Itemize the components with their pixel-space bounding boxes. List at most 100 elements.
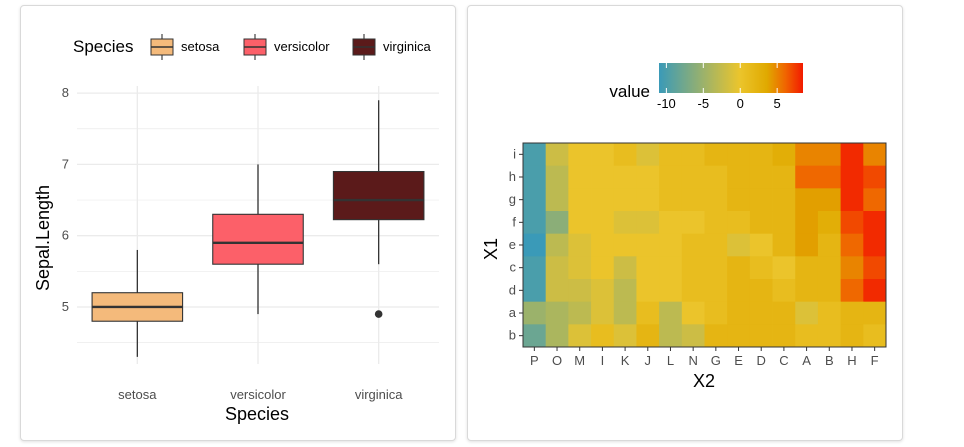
heatmap-cell xyxy=(840,165,864,189)
y-tick-label: e xyxy=(509,237,516,252)
heatmap-cell xyxy=(749,211,773,235)
heatmap-cell xyxy=(568,165,592,189)
heatmap-cell xyxy=(613,279,637,303)
heatmap-cell xyxy=(681,188,705,212)
heatmap-cell xyxy=(772,324,796,348)
box-versicolor xyxy=(212,213,304,265)
heatmap-cell xyxy=(840,301,864,325)
heatmap-cell xyxy=(545,211,569,235)
heatmap-cell xyxy=(704,188,728,212)
heatmap-cell xyxy=(591,188,615,212)
heatmap-cell xyxy=(523,165,547,189)
heatmap-cell xyxy=(863,211,887,235)
heatmap-cell xyxy=(568,188,592,212)
heatmap-cell xyxy=(795,188,819,212)
heatmap-cell xyxy=(840,188,864,212)
heatmap-cell xyxy=(591,324,615,348)
heatmap-cell xyxy=(749,188,773,212)
x-tick-label: P xyxy=(530,353,539,368)
y-axis-title: X1 xyxy=(481,238,501,260)
y-tick-label: h xyxy=(509,169,516,184)
heatmap-cell xyxy=(659,165,683,189)
heatmap-cell xyxy=(591,279,615,303)
box-virginica xyxy=(332,170,425,221)
heatmap-cell xyxy=(817,324,842,348)
x-tick-label: G xyxy=(711,353,721,368)
heatmap-cell xyxy=(795,324,819,348)
y-tick-label: b xyxy=(509,328,516,343)
heatmap-cell xyxy=(795,256,819,280)
heatmap-cell xyxy=(659,143,683,167)
heatmap-cell xyxy=(863,233,887,257)
heatmap-cell xyxy=(591,301,615,325)
heatmap-cell xyxy=(840,279,864,303)
heatmap-cell xyxy=(545,279,569,303)
heatmap-cell xyxy=(795,165,819,189)
heatmap-cell xyxy=(568,279,592,303)
heatmap-cell xyxy=(749,233,773,257)
heatmap-cell xyxy=(704,301,728,325)
heatmap-cell xyxy=(795,301,819,325)
heatmap-cell xyxy=(681,211,705,235)
boxplot-panel: 5 6 7 8 setosa versicolor virginica Species set… xyxy=(20,5,456,441)
heatmap-cell xyxy=(840,233,864,257)
heatmap-cell xyxy=(659,324,683,348)
heatmap-cell xyxy=(681,143,705,167)
heatmap-cell xyxy=(636,233,660,257)
heatmap-cell xyxy=(613,301,637,325)
heatmap-cell xyxy=(772,211,796,235)
heatmap-cell xyxy=(749,143,773,167)
heatmap-cell xyxy=(817,301,842,325)
x-tick-label: H xyxy=(847,353,856,368)
heatmap-cell xyxy=(840,143,864,167)
y-tick-label: d xyxy=(509,282,516,297)
heatmap-cell xyxy=(772,188,796,212)
heatmap-cell xyxy=(636,279,660,303)
heatmap-cell xyxy=(704,324,728,348)
x-tick-label: I xyxy=(601,353,605,368)
x-tick-label: versicolor xyxy=(230,387,286,402)
heatmap-cell xyxy=(591,233,615,257)
heatmap-cell xyxy=(545,143,569,167)
heatmap-cell xyxy=(636,165,660,189)
heatmap-cell xyxy=(545,324,569,348)
heatmap-cell xyxy=(704,279,728,303)
heatmap-cell xyxy=(523,279,547,303)
heatmap-cell xyxy=(840,211,864,235)
heatmap-cell xyxy=(749,301,773,325)
heatmap-cell xyxy=(681,301,705,325)
heatmap-cell xyxy=(795,211,819,235)
heatmap-cell xyxy=(749,165,773,189)
heatmap-cell xyxy=(840,324,864,348)
y-tick-label: 5 xyxy=(62,299,69,314)
heatmap-cell xyxy=(636,301,660,325)
heatmap-cell xyxy=(636,211,660,235)
heatmap-cell xyxy=(795,233,819,257)
legend-label-virginica: virginica xyxy=(383,39,431,54)
x-tick-label: setosa xyxy=(118,387,157,402)
legend-colorbar xyxy=(659,63,803,93)
legend-label-versicolor: versicolor xyxy=(274,39,330,54)
heatmap-cell xyxy=(772,301,796,325)
heatmap-cell xyxy=(523,211,547,235)
y-tick-label: 6 xyxy=(62,228,69,243)
heatmap-cell xyxy=(817,256,842,280)
heatmap-cell xyxy=(591,211,615,235)
x-tick-label: N xyxy=(688,353,697,368)
heatmap-cell xyxy=(772,165,796,189)
heatmap-cell xyxy=(613,143,637,167)
x-tick-label: J xyxy=(645,353,652,368)
y-tick-label: g xyxy=(509,192,516,207)
heatmap-cell xyxy=(613,165,637,189)
y-tick-label: a xyxy=(509,305,517,320)
heatmap-cell xyxy=(749,256,773,280)
heatmap-cell xyxy=(659,211,683,235)
heatmap-cell xyxy=(795,279,819,303)
heatmap-cell xyxy=(727,165,751,189)
heatmap-cell xyxy=(613,211,637,235)
heatmap-cell xyxy=(817,165,842,189)
x-tick-label: A xyxy=(802,353,811,368)
outlier-point xyxy=(374,310,383,318)
legend-tick-label: 5 xyxy=(774,96,781,111)
